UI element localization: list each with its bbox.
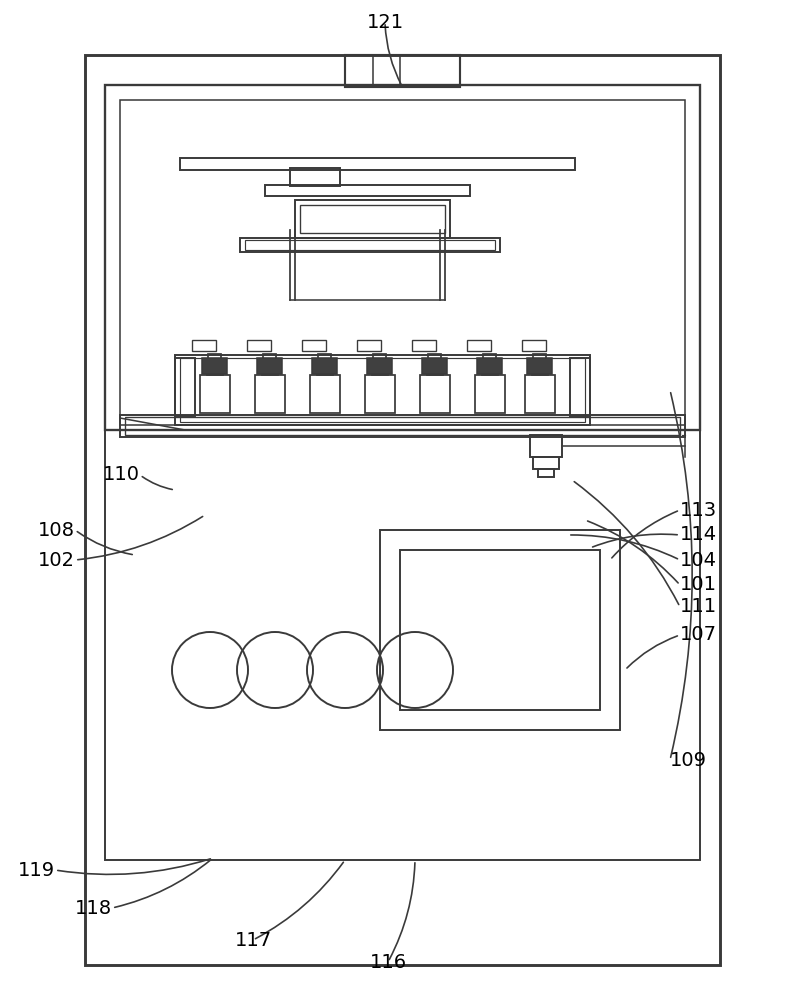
Bar — [263, 354, 276, 361]
Text: 114: 114 — [679, 526, 716, 544]
Bar — [208, 354, 221, 361]
Bar — [125, 417, 679, 435]
Bar — [481, 361, 497, 375]
Bar — [365, 375, 395, 413]
Bar — [529, 435, 561, 457]
Bar — [532, 361, 547, 375]
Bar — [537, 469, 553, 477]
Bar — [312, 358, 337, 374]
Bar — [371, 361, 387, 375]
Text: 111: 111 — [679, 597, 716, 616]
Bar — [175, 355, 589, 425]
Bar — [247, 340, 270, 351]
Bar — [482, 354, 496, 361]
Bar — [476, 358, 501, 374]
Bar — [345, 55, 460, 87]
Bar — [379, 530, 619, 730]
Bar — [175, 358, 195, 416]
Bar — [411, 340, 435, 351]
Bar — [207, 361, 223, 375]
Bar — [533, 457, 558, 469]
Text: 121: 121 — [366, 12, 403, 31]
Text: 109: 109 — [669, 750, 706, 770]
Bar — [119, 415, 684, 437]
Bar — [373, 354, 386, 361]
Bar — [302, 340, 326, 351]
Bar — [290, 168, 339, 186]
Bar — [467, 340, 490, 351]
Bar — [119, 100, 684, 425]
Bar — [525, 375, 554, 413]
Bar — [200, 375, 229, 413]
Bar — [300, 205, 444, 233]
Bar — [422, 358, 447, 374]
Bar — [240, 238, 500, 252]
Bar — [533, 354, 545, 361]
Text: 108: 108 — [38, 520, 75, 540]
Bar — [399, 550, 599, 710]
Text: 116: 116 — [369, 952, 406, 972]
Text: 110: 110 — [103, 466, 140, 485]
Bar — [317, 361, 333, 375]
Bar — [265, 185, 469, 196]
Bar — [419, 375, 449, 413]
Bar — [357, 340, 380, 351]
Bar — [310, 375, 339, 413]
Text: 102: 102 — [38, 550, 75, 570]
Bar — [294, 200, 449, 238]
Bar — [180, 358, 585, 422]
Text: 107: 107 — [679, 626, 716, 645]
Bar — [245, 240, 494, 250]
Text: 113: 113 — [679, 500, 716, 520]
Bar — [318, 354, 330, 361]
Bar — [261, 361, 277, 375]
Bar — [526, 358, 551, 374]
Text: 119: 119 — [18, 860, 55, 880]
Bar — [521, 340, 545, 351]
Bar — [85, 55, 719, 965]
Text: 101: 101 — [679, 576, 716, 594]
Bar — [105, 85, 699, 430]
Text: 117: 117 — [234, 930, 271, 950]
Bar — [427, 354, 440, 361]
Bar — [257, 358, 282, 374]
Bar — [427, 361, 443, 375]
Bar — [180, 158, 574, 170]
Bar — [255, 375, 285, 413]
Bar — [569, 358, 589, 416]
Bar — [475, 375, 504, 413]
Bar — [202, 358, 227, 374]
Bar — [105, 430, 699, 860]
Text: 104: 104 — [679, 550, 716, 570]
Text: 118: 118 — [75, 898, 111, 918]
Bar — [367, 358, 391, 374]
Bar — [192, 340, 216, 351]
